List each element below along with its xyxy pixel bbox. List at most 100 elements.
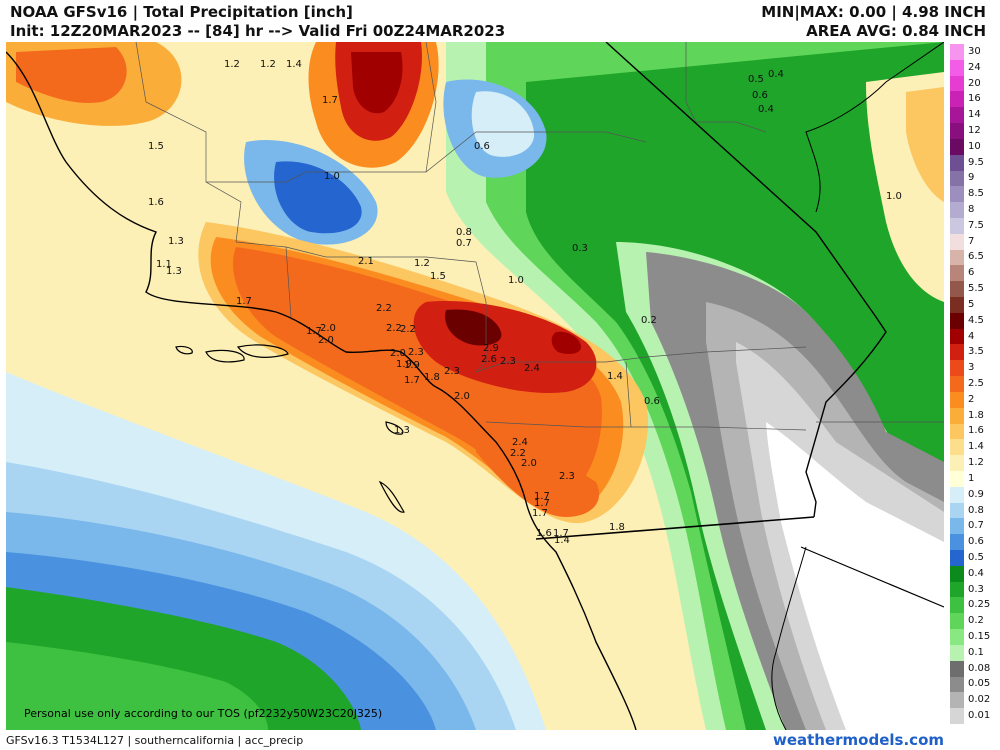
legend-swatch: [950, 486, 964, 503]
legend-swatch: [950, 597, 964, 614]
contour-value: 1.0: [324, 171, 340, 182]
legend-swatch: [950, 138, 964, 155]
legend-swatch: [950, 281, 964, 298]
legend-label: 2.5: [968, 378, 984, 389]
legend-label: 4.5: [968, 314, 984, 326]
island-san-clemente: [378, 480, 405, 513]
north-darkred-cell: [351, 52, 403, 114]
legend-swatch: [950, 170, 964, 187]
legend-label: 0.15: [968, 631, 991, 643]
contour-value: 1.3: [166, 266, 182, 277]
legend-label: 24: [968, 61, 981, 73]
contour-value: 1.5: [148, 141, 164, 152]
contour-value: 1.0: [508, 275, 524, 286]
contour-value: 2.2: [510, 448, 526, 459]
legend-label: 0.2: [968, 615, 984, 627]
legend-label: 2: [968, 393, 975, 405]
ne-orange: [906, 87, 944, 202]
legend-swatch: [950, 407, 964, 424]
contour-value: 0.3: [572, 243, 588, 254]
coastline: [6, 51, 637, 730]
legend-swatch: [950, 676, 964, 693]
contour-value: 1.2: [414, 258, 430, 269]
precipitation-field: [6, 42, 944, 730]
legend-label: 9: [968, 172, 975, 184]
contour-value: 2.0: [390, 348, 406, 359]
nw-red: [16, 47, 127, 103]
gulf-coast: [771, 546, 807, 730]
north-white-spot: [471, 91, 535, 157]
legend-swatch: [950, 202, 964, 219]
contour-value: 1.7: [534, 498, 550, 509]
legend-swatch: [950, 423, 964, 440]
map-title: NOAA GFSv16 | Total Precipitation [inch]: [10, 3, 353, 21]
contour-value: 0.4: [758, 104, 774, 115]
legend-swatch: [950, 550, 964, 567]
legend-swatch: [950, 502, 964, 519]
contour-value: 0.5: [748, 74, 764, 85]
contour-value: 2.1: [358, 256, 374, 267]
contour-value: 1.7: [306, 326, 322, 337]
legend-swatch: [950, 360, 964, 377]
legend-label: 0.5: [968, 551, 984, 563]
river-colorado-north: [805, 42, 944, 213]
contour-value: 1.2: [224, 59, 240, 70]
legend-label: 0.7: [968, 520, 984, 532]
contour-value: 2.0: [521, 458, 537, 469]
legend-swatch: [950, 312, 964, 329]
contour-value: 1.8: [609, 522, 625, 533]
legend-swatch: [950, 297, 964, 314]
island-san-miguel: [175, 345, 193, 355]
min-max-readout: MIN|MAX: 0.00 | 4.98 INCH: [761, 3, 986, 21]
legend-swatch: [950, 59, 964, 76]
desert-white: [766, 422, 944, 730]
contour-value: 2.6: [481, 354, 497, 365]
legend-label: 12: [968, 124, 981, 136]
legend-label: 6: [968, 267, 975, 279]
legend-label: 5.5: [968, 283, 984, 295]
north-deep-blue: [274, 161, 362, 234]
contour-value: 0.6: [474, 141, 490, 152]
contour-value: 1.8: [424, 372, 440, 383]
legend-swatch: [950, 154, 964, 171]
contour-value: 2.4: [512, 437, 528, 448]
ocean-green-2: [6, 642, 268, 730]
legend-swatch: [950, 391, 964, 408]
main-band-redorange: [232, 247, 602, 499]
contour-value: 1.2: [260, 59, 276, 70]
legend-label: 0.3: [968, 583, 984, 595]
precipitation-map[interactable]: 1.2 1.2 1.4 1.7 1.5 1.0 1.6 1.3 1.1 1.3 …: [6, 42, 944, 730]
legend-label: 9.5: [968, 156, 984, 168]
legend-swatch: [950, 439, 964, 456]
legend-swatch: [950, 233, 964, 250]
footer: GFSv16.3 T1534L127 | southerncalifornia …: [0, 730, 1000, 750]
legend-label: 0.02: [968, 694, 991, 706]
legend-swatch: [950, 123, 964, 140]
island-santa-rosa: [205, 349, 245, 363]
legend-swatch: [950, 708, 964, 725]
legend-swatch: [950, 75, 964, 92]
legend-label: 14: [968, 109, 981, 121]
contour-value: 1.7: [404, 375, 420, 386]
contour-value: 1.7: [532, 508, 548, 519]
site-link[interactable]: weathermodels.com: [772, 731, 944, 749]
init-valid-time: Init: 12Z20MAR2023 -- [84] hr --> Valid …: [10, 22, 506, 40]
mexico-state-border: [800, 546, 944, 608]
contour-value: 0.2: [641, 315, 657, 326]
header: NOAA GFSv16 | Total Precipitation [inch]…: [0, 0, 1000, 42]
contour-value: 2.0: [320, 323, 336, 334]
legend-swatch: [950, 344, 964, 361]
contour-value: 0.7: [456, 238, 472, 249]
legend-swatch: [950, 376, 964, 393]
contour-value: 1.6: [536, 528, 552, 539]
contour-value: 2.3: [444, 366, 460, 377]
contour-value: 1.4: [554, 535, 570, 546]
legend-label: 0.9: [968, 488, 984, 500]
contour-value: 0.4: [768, 69, 784, 80]
legend-label: 16: [968, 93, 981, 105]
contour-value: 1.4: [286, 59, 302, 70]
legend-swatch: [950, 644, 964, 661]
legend-label: 1.4: [968, 441, 984, 453]
contour-value: 1.9: [396, 359, 412, 370]
area-average-readout: AREA AVG: 0.84 INCH: [806, 22, 986, 40]
